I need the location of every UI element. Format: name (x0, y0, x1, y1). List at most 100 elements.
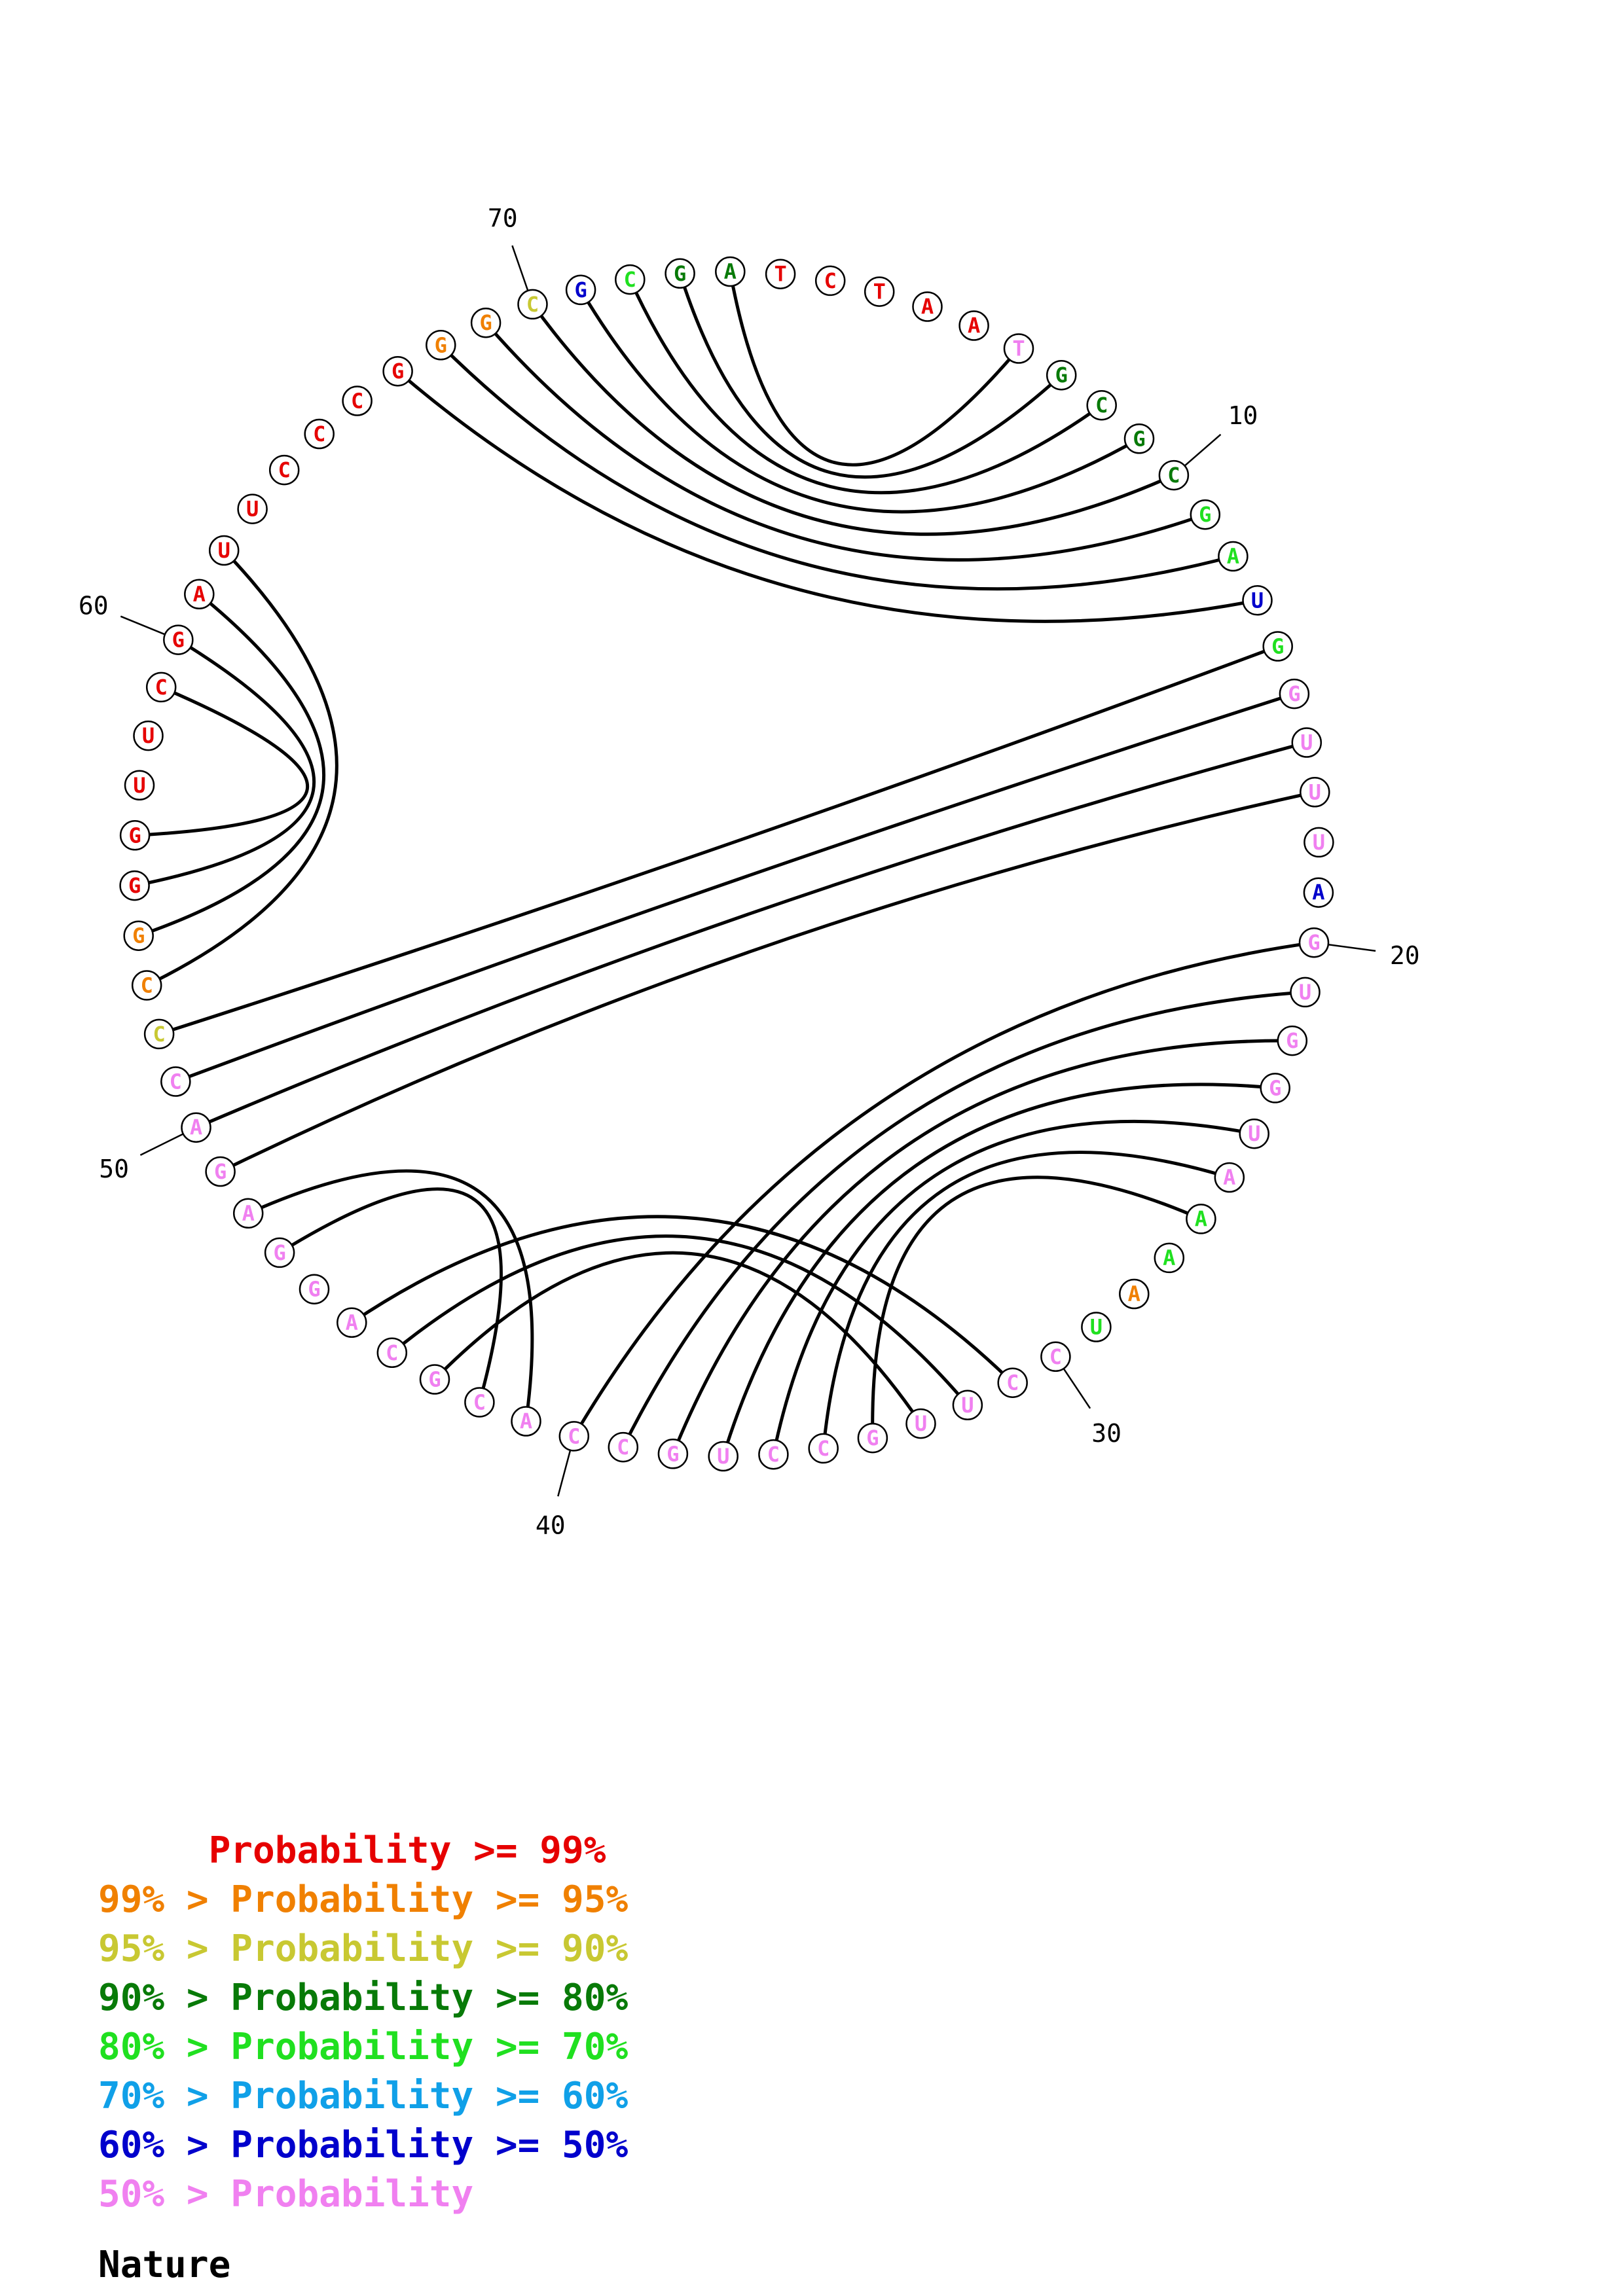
nucleotide-letter: G (308, 1277, 320, 1302)
nucleotide-circle (208, 535, 240, 566)
nucleotide-letter: G (574, 278, 587, 302)
nucleotide: G (665, 258, 695, 289)
legend-row: 80% > Probability >= 70% (98, 2022, 628, 2072)
nucleotide-letter: G (1307, 930, 1320, 955)
nucleotide-circle (511, 1406, 541, 1437)
nucleotide-circle (1186, 1204, 1216, 1234)
legend-text: Probability >= 99% (208, 1829, 606, 1872)
legend-text: Probability >= 90% (230, 1928, 629, 1970)
nucleotide: C (615, 264, 646, 295)
nucleotide-letter: C (1006, 1371, 1019, 1395)
nucleotide: C (464, 1387, 495, 1418)
nucleotide-circle (264, 1237, 295, 1268)
nucleotide-circle (1158, 459, 1190, 491)
nucleotide-letter: G (214, 1159, 227, 1184)
nucleotide-letter: A (190, 1115, 202, 1140)
nucleotide: U (237, 493, 268, 524)
pair-arc (728, 271, 1020, 467)
nucleotide: G (163, 624, 194, 655)
nucleotide-circle (237, 493, 268, 524)
nucleotide: C (145, 672, 177, 703)
nucleotide-letter: A (1195, 1206, 1207, 1231)
nucleotide: A (958, 310, 989, 341)
nucleotide: G (119, 870, 150, 901)
nucleotide-circle (1242, 585, 1273, 616)
pair-arc (396, 370, 1258, 623)
nucleotide-circle (232, 1198, 264, 1229)
nucleotide-circle (119, 870, 150, 901)
nucleotide-letter: U (1251, 588, 1264, 613)
nucleotide: A (715, 256, 746, 287)
nucleotide-letter: U (961, 1393, 974, 1418)
nucleotide: G (657, 1439, 689, 1469)
nucleotide-circle (708, 1441, 739, 1472)
pair-arc (721, 1083, 1275, 1457)
pair-arc (278, 1187, 503, 1403)
tick-line (139, 1133, 184, 1157)
nucleotide-circle (1154, 1242, 1185, 1274)
nucleotide-letter: C (526, 292, 539, 317)
nucleotide: A (1154, 1242, 1185, 1274)
nucleotide-letter: G (866, 1426, 879, 1450)
pair-arc (158, 645, 1279, 1036)
legend-lead: 70% > (98, 2075, 231, 2117)
nucleotide-letter: U (915, 1411, 927, 1436)
nucleotide-circle (1290, 977, 1321, 1008)
nucleotide-letter: A (968, 314, 980, 338)
nucleotide: G (419, 1364, 450, 1395)
nucleotide: G (470, 307, 501, 338)
legend-row: Probability >= 99% (98, 1826, 628, 1875)
nucleotide: U (133, 720, 164, 751)
nucleotide-circle (184, 579, 215, 610)
nucleotide: G (299, 1274, 330, 1304)
nucleotide: A (1303, 877, 1334, 908)
nucleotide: C (1040, 1341, 1071, 1372)
nucleotide-circle (299, 1274, 330, 1304)
legend-lead: 80% > (98, 2026, 231, 2068)
nucleotide-circle (958, 310, 989, 341)
legend-lead: 90% > (98, 1977, 231, 2019)
nucleotide-letter: G (674, 261, 686, 286)
pair-arc (350, 1215, 1014, 1384)
nucleotide: U (208, 535, 240, 566)
nucleotide-circle (665, 258, 695, 289)
nucleotide-circle (1260, 1073, 1290, 1103)
nucleotide-circle (337, 1307, 367, 1338)
nucleotide: A (337, 1307, 367, 1338)
nucleotide-circle (426, 330, 456, 361)
nucleotide-circle (119, 820, 151, 851)
nucleotide: T (765, 259, 796, 289)
nucleotide-letter: G (1271, 634, 1284, 659)
nucleotide-letter: A (1128, 1282, 1140, 1306)
nucleotide-letter: A (346, 1310, 358, 1335)
legend-row: 90% > Probability >= 80% (98, 1973, 628, 2022)
nucleotide-letter: A (1227, 544, 1239, 569)
nucleotide-circle (1262, 631, 1293, 662)
nucleotide: C (517, 289, 548, 320)
nucleotide-circle (131, 970, 162, 1001)
probability-legend: Probability >= 99% 99% > Probability >= 9… (98, 1826, 628, 2219)
nucleotide-circle (565, 274, 596, 306)
nucleotide-letter: U (717, 1444, 729, 1469)
nucleotide-letter: C (155, 675, 168, 700)
nucleotide-circle (123, 920, 154, 951)
nucleotide: C (342, 386, 373, 416)
nucleotide: C (376, 1337, 408, 1369)
nucleotide-letter: U (218, 538, 230, 563)
pair-arc (678, 273, 1063, 479)
nucleotide: G (1279, 678, 1310, 709)
pair-arc (134, 638, 316, 888)
legend-lead: 60% > (98, 2124, 231, 2166)
nucleotide: T (864, 276, 895, 307)
nucleotide: U (1239, 1118, 1269, 1149)
nucleotide-letter: C (313, 422, 325, 446)
nucleotide-circle (419, 1364, 450, 1395)
nucleotide-letter: C (386, 1340, 398, 1365)
nucleotide-letter: A (1312, 880, 1324, 905)
pair-arc (572, 941, 1315, 1437)
nucleotide-letter: G (1286, 1028, 1298, 1053)
nucleotide-circle (758, 1439, 789, 1470)
nucleotide-circle (163, 624, 194, 655)
nucleotide-letter: G (128, 823, 141, 848)
